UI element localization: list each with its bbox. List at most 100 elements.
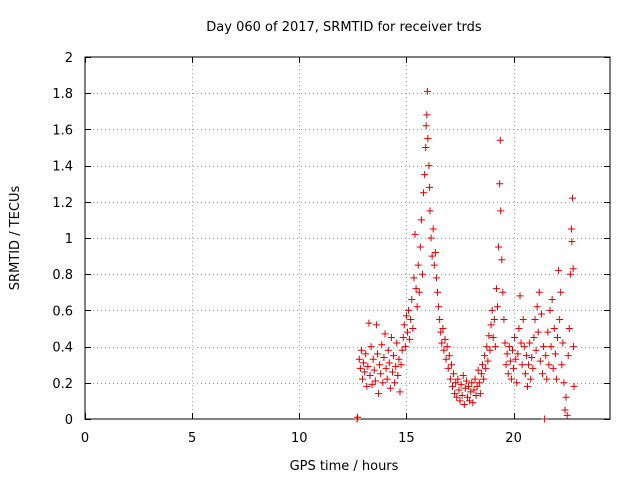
data-point <box>379 379 387 387</box>
data-point <box>445 352 453 360</box>
data-point <box>496 136 504 144</box>
data-point <box>548 296 556 304</box>
y-tick-label: 0.8 <box>52 268 73 283</box>
data-point <box>414 261 422 269</box>
data-point <box>458 391 466 399</box>
data-point <box>428 252 436 260</box>
data-point <box>381 330 389 338</box>
x-tick-label: 10 <box>291 431 308 446</box>
data-point <box>471 375 479 383</box>
data-point <box>565 325 573 332</box>
data-point <box>362 350 370 358</box>
data-point <box>457 381 465 389</box>
data-point <box>504 370 512 378</box>
data-point <box>355 355 363 363</box>
data-point <box>356 364 364 372</box>
data-point <box>520 343 528 351</box>
data-point <box>531 315 539 323</box>
data-point <box>411 230 419 238</box>
data-point <box>468 379 476 387</box>
data-point <box>472 391 480 399</box>
y-tick-label: 1.6 <box>52 123 73 138</box>
data-point <box>496 180 504 188</box>
data-point <box>454 375 462 383</box>
data-point <box>427 234 435 242</box>
data-point <box>390 352 398 360</box>
data-point <box>449 382 456 390</box>
data-point <box>406 335 414 343</box>
data-point <box>477 370 485 378</box>
data-point <box>365 319 373 327</box>
data-point <box>410 274 418 282</box>
data-point <box>369 355 377 363</box>
data-point <box>510 364 518 372</box>
data-point <box>546 306 554 314</box>
data-point <box>537 310 545 318</box>
data-point <box>557 288 565 296</box>
y-tick-label: 0.6 <box>52 304 73 319</box>
data-point <box>495 243 503 251</box>
data-point <box>432 274 440 282</box>
data-point <box>393 339 401 347</box>
data-point <box>498 256 506 264</box>
data-point <box>451 390 459 398</box>
data-point <box>391 379 399 387</box>
data-point <box>554 334 561 342</box>
data-point <box>494 303 501 311</box>
data-point <box>533 303 541 311</box>
data-point <box>395 355 403 363</box>
data-point <box>534 328 542 336</box>
data-point <box>409 325 417 332</box>
data-point <box>441 335 449 343</box>
data-point <box>514 350 522 358</box>
data-point <box>521 370 529 378</box>
data-point <box>470 386 478 394</box>
data-point <box>518 361 526 369</box>
data-point <box>492 285 500 293</box>
data-point <box>387 334 395 342</box>
data-point <box>385 359 393 367</box>
data-point <box>394 372 402 380</box>
data-point <box>568 238 576 246</box>
data-point <box>555 267 563 275</box>
data-point <box>517 339 525 347</box>
data-point <box>503 350 511 358</box>
data-point <box>532 346 540 354</box>
data-point <box>484 357 492 365</box>
data-point <box>543 375 551 383</box>
data-point <box>551 350 559 358</box>
data-point <box>567 225 575 233</box>
data-point <box>434 288 441 296</box>
data-point <box>476 390 484 398</box>
data-point <box>417 216 425 224</box>
data-point <box>376 361 384 369</box>
data-point <box>450 370 458 378</box>
data-point <box>375 390 383 398</box>
data-point <box>438 339 446 347</box>
data-point <box>561 406 569 414</box>
y-tick-label: 1.4 <box>52 160 73 175</box>
data-point <box>422 122 430 130</box>
data-point <box>383 375 391 383</box>
data-point <box>429 225 437 233</box>
data-point <box>526 339 534 347</box>
y-tick-label: 1 <box>65 232 73 247</box>
data-point <box>512 355 520 363</box>
data-point <box>386 384 394 392</box>
data-point <box>482 364 490 372</box>
data-point <box>473 382 481 390</box>
data-point <box>486 346 494 354</box>
data-point <box>423 87 431 95</box>
data-point <box>511 334 519 342</box>
data-point <box>535 288 543 296</box>
data-point <box>398 346 406 354</box>
data-point <box>524 382 531 390</box>
data-point <box>382 364 390 372</box>
data-point <box>564 352 572 360</box>
data-point <box>505 343 513 351</box>
data-point <box>422 144 430 151</box>
data-point <box>474 366 482 374</box>
data-point <box>466 397 474 405</box>
data-point <box>465 382 473 390</box>
data-point <box>408 296 416 304</box>
